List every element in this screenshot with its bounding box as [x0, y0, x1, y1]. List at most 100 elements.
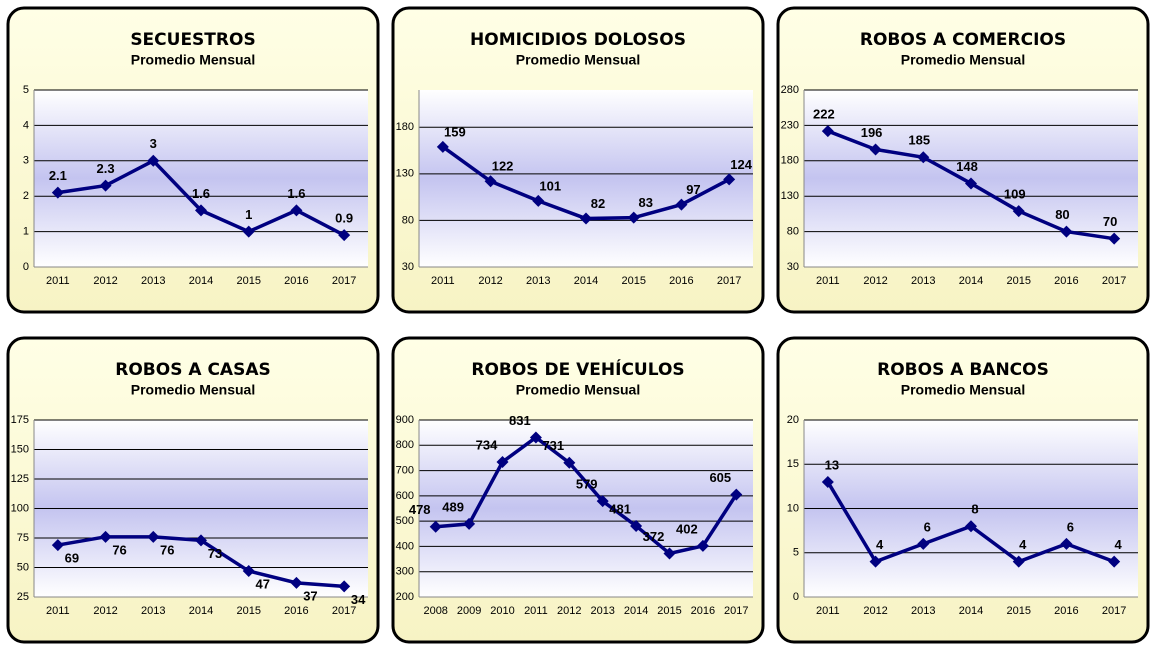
data-label: 0.9	[335, 211, 353, 226]
marker	[630, 519, 643, 532]
y-tick-label: 80	[402, 214, 414, 226]
data-label: 605	[709, 470, 731, 485]
y-tick-label: 50	[17, 561, 29, 573]
data-label: 80	[1055, 207, 1069, 222]
data-label: 101	[539, 178, 561, 193]
x-tick-label: 2016	[1054, 605, 1078, 617]
chart-title: ROBOS A CASAS	[115, 360, 270, 380]
x-tick-label: 2011	[816, 605, 840, 617]
y-tick-label: 300	[396, 566, 414, 578]
x-tick-label: 2017	[332, 275, 356, 287]
data-label: 4	[876, 537, 884, 552]
x-tick-label: 2016	[1054, 275, 1078, 287]
data-label: 69	[65, 551, 79, 566]
chart-title: HOMICIDIOS DOLOSOS	[470, 30, 686, 50]
chart-title: SECUESTROS	[130, 30, 255, 50]
marker	[484, 175, 497, 188]
marker	[463, 517, 476, 530]
x-tick-label: 2017	[717, 275, 741, 287]
y-tick-label: 100	[11, 502, 29, 514]
marker	[1108, 232, 1121, 245]
x-tick-label: 2015	[236, 275, 260, 287]
marker	[532, 194, 545, 207]
x-tick-label: 2014	[189, 275, 213, 287]
data-label: 13	[825, 457, 839, 472]
x-tick-label: 2012	[557, 605, 581, 617]
x-tick-label: 2015	[236, 605, 260, 617]
y-tick-label: 280	[781, 84, 799, 96]
marker	[627, 211, 640, 224]
marker	[675, 198, 688, 211]
x-tick-label: 2014	[959, 605, 983, 617]
x-tick-label: 2013	[141, 605, 165, 617]
chart-subtitle: Promedio Mensual	[131, 52, 255, 68]
x-tick-label: 2010	[490, 605, 514, 617]
marker	[730, 488, 743, 501]
data-label: 1.6	[192, 186, 210, 201]
y-tick-label: 1	[23, 226, 29, 238]
x-tick-label: 2012	[93, 605, 117, 617]
data-label: 1.6	[287, 186, 305, 201]
y-tick-label: 130	[781, 190, 799, 202]
data-label: 6	[924, 519, 931, 534]
x-tick-label: 2014	[189, 605, 213, 617]
y-tick-label: 500	[396, 515, 414, 527]
marker	[1012, 555, 1025, 568]
marker	[965, 177, 977, 190]
marker	[242, 565, 255, 578]
y-tick-label: 20	[787, 414, 799, 426]
y-tick-label: 230	[781, 119, 799, 131]
chart-title: ROBOS DE VEHÍCULOS	[471, 358, 684, 380]
marker	[1012, 205, 1025, 218]
marker	[563, 456, 576, 469]
y-tick-label: 600	[396, 490, 414, 502]
data-label: 37	[303, 588, 317, 603]
x-tick-label: 2014	[624, 605, 648, 617]
marker	[242, 225, 255, 238]
marker	[580, 212, 592, 225]
chart-title: ROBOS A BANCOS	[877, 360, 1049, 380]
x-tick-label: 2013	[911, 605, 935, 617]
plot-area	[419, 90, 753, 267]
marker	[821, 475, 834, 488]
data-label: 3	[150, 136, 157, 151]
marker	[917, 151, 930, 164]
y-tick-label: 130	[396, 168, 414, 180]
x-tick-label: 2015	[1006, 605, 1030, 617]
x-tick-label: 2011	[46, 275, 70, 287]
y-tick-label: 700	[396, 464, 414, 476]
x-tick-label: 2015	[657, 605, 681, 617]
data-label: 185	[908, 133, 930, 148]
chart-subtitle: Promedio Mensual	[131, 382, 255, 398]
y-tick-label: 2	[23, 190, 29, 202]
marker	[723, 173, 736, 186]
plot-area	[419, 420, 753, 597]
chart-subtitle: Promedio Mensual	[516, 52, 640, 68]
marker	[917, 537, 930, 550]
marker	[696, 539, 709, 552]
x-tick-label: 2012	[863, 605, 887, 617]
data-label: 2.1	[49, 168, 67, 183]
x-tick-label: 2011	[431, 275, 455, 287]
data-label: 2.3	[97, 161, 115, 176]
x-tick-label: 2017	[724, 605, 748, 617]
x-tick-label: 2014	[574, 275, 598, 287]
marker	[51, 186, 64, 199]
marker	[147, 154, 160, 167]
data-label: 4	[1115, 537, 1123, 552]
data-label: 76	[160, 542, 174, 557]
x-tick-label: 2013	[590, 605, 614, 617]
data-label: 47	[255, 576, 269, 591]
marker	[821, 125, 834, 138]
y-tick-label: 75	[17, 532, 29, 544]
data-label: 579	[576, 477, 598, 492]
data-label: 82	[591, 196, 605, 211]
x-tick-label: 2008	[423, 605, 447, 617]
x-tick-label: 2011	[816, 275, 840, 287]
x-tick-label: 2015	[621, 275, 645, 287]
data-label: 159	[444, 124, 466, 139]
line	[435, 435, 738, 556]
marker	[51, 539, 64, 552]
x-tick-label: 2012	[93, 275, 117, 287]
y-tick-label: 175	[11, 414, 29, 426]
